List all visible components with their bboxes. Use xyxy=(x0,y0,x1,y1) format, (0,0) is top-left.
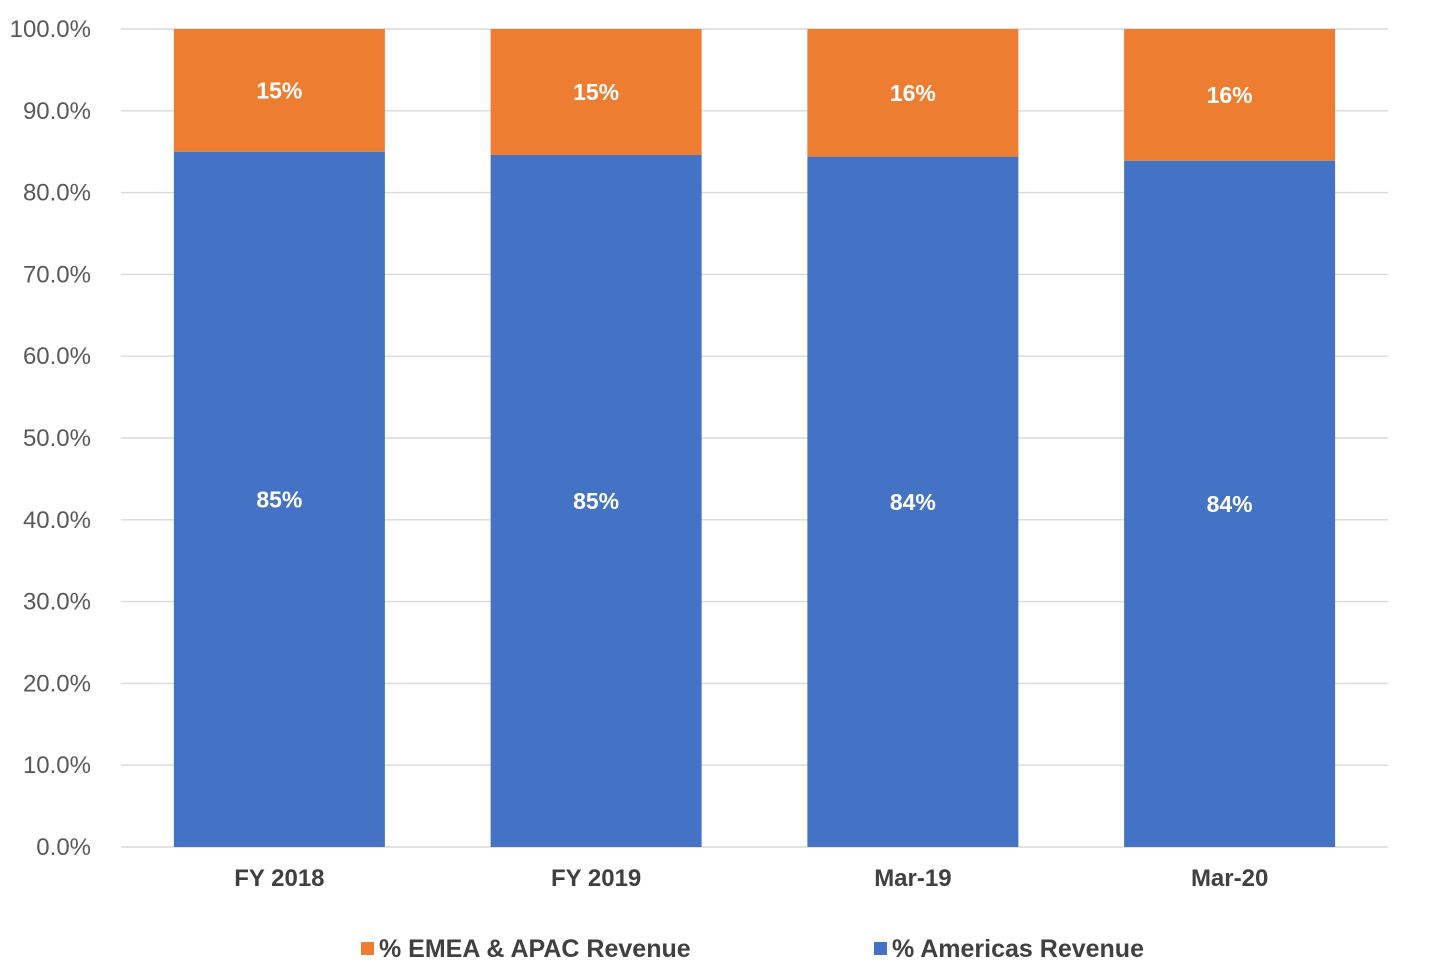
legend-label: % EMEA & APAC Revenue xyxy=(379,935,691,963)
y-tick-label: 100.0% xyxy=(10,16,91,43)
y-tick-label: 70.0% xyxy=(23,261,91,288)
y-tick-label: 60.0% xyxy=(23,343,91,370)
x-axis-ticks: FY 2018 FY 2019 Mar-19 Mar-20 xyxy=(234,865,1268,892)
legend-label: % Americas Revenue xyxy=(892,935,1144,963)
y-tick-label: 30.0% xyxy=(23,589,91,616)
y-tick-label: 40.0% xyxy=(23,507,91,534)
bar-segment xyxy=(173,29,385,152)
y-tick-label: 80.0% xyxy=(23,180,91,207)
data-label: 84% xyxy=(1207,491,1253,517)
data-label: 15% xyxy=(256,77,302,103)
legend-swatch xyxy=(874,942,887,955)
data-labels: 85% 15% 85% 15% 84% 16% 84% 16% xyxy=(256,77,1252,516)
bar-segment xyxy=(1124,29,1336,161)
bar-segment xyxy=(807,156,1019,847)
bar-segment xyxy=(173,151,385,847)
data-label: 84% xyxy=(890,489,936,515)
y-axis-ticks: 0.0% 10.0% 20.0% 30.0% 40.0% 50.0% 60.0% 70.0% 8… xyxy=(10,16,91,861)
bar-segment xyxy=(1124,160,1336,847)
data-label: 15% xyxy=(573,79,619,105)
y-tick-label: 10.0% xyxy=(23,752,91,779)
x-tick-label: FY 2018 xyxy=(234,865,324,892)
data-label: 85% xyxy=(573,488,619,514)
bar-segment xyxy=(490,154,702,848)
data-label: 16% xyxy=(890,80,936,106)
y-tick-label: 90.0% xyxy=(23,98,91,125)
x-tick-label: Mar-19 xyxy=(874,865,951,892)
data-label: 85% xyxy=(256,486,302,512)
x-tick-label: FY 2019 xyxy=(551,865,641,892)
legend-swatch xyxy=(361,942,374,955)
bar-segment xyxy=(490,29,702,155)
bars xyxy=(173,29,1336,848)
y-tick-label: 50.0% xyxy=(23,425,91,452)
x-tick-label: Mar-20 xyxy=(1191,865,1268,892)
y-tick-label: 0.0% xyxy=(36,834,91,861)
data-label: 16% xyxy=(1207,82,1253,108)
bar-segment xyxy=(807,29,1019,157)
y-tick-label: 20.0% xyxy=(23,670,91,697)
legend: % EMEA & APAC Revenue % Americas Revenue xyxy=(361,935,1144,963)
